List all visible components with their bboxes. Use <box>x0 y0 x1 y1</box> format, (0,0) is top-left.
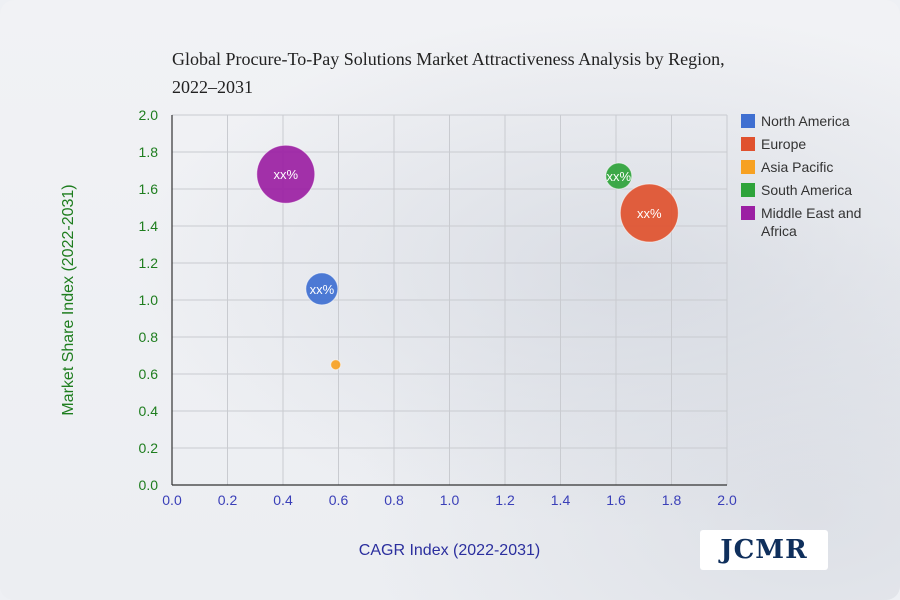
legend-item[interactable]: Asia Pacific <box>741 158 891 176</box>
bubble-label: xx% <box>637 206 662 221</box>
legend-swatch <box>741 114 755 128</box>
y-tick-label: 0.8 <box>139 329 159 345</box>
x-tick-label: 0.0 <box>162 492 182 508</box>
bubble-circle[interactable] <box>256 144 316 204</box>
x-tick-label: 1.0 <box>440 492 460 508</box>
grid-lines <box>171 114 728 486</box>
x-axis-title: CAGR Index (2022-2031) <box>358 542 541 559</box>
y-tick-label: 1.0 <box>139 292 159 308</box>
y-tick-labels: 0.0 0.2 0.4 0.6 0.8 1.0 1.2 1.4 1.6 1.8 2.0 <box>139 107 159 493</box>
x-tick-label: 1.8 <box>662 492 682 508</box>
y-tick-label: 0.6 <box>139 366 159 382</box>
x-tick-label: 1.4 <box>551 492 571 508</box>
bubbles: xx% xx% xx% xx% <box>256 144 679 371</box>
x-tick-label: 1.6 <box>606 492 626 508</box>
x-tick-label: 2.0 <box>717 492 737 508</box>
y-tick-label: 0.4 <box>139 403 159 419</box>
jcmr-logo: JCMR <box>700 530 828 570</box>
bubble-label: xx% <box>310 282 335 297</box>
chart-title: Global Procure-To-Pay Solutions Market A… <box>172 49 725 97</box>
legend-swatch <box>741 183 755 197</box>
y-tick-label: 0.2 <box>139 440 159 456</box>
y-tick-label: 0.0 <box>139 477 159 493</box>
legend-label: South America <box>761 182 853 198</box>
x-tick-label: 0.8 <box>384 492 404 508</box>
bubble-circle[interactable] <box>619 183 679 243</box>
legend-swatch <box>741 160 755 174</box>
bubble-label: xx% <box>606 169 631 184</box>
legend-label: Europe <box>761 136 807 152</box>
bubble-label: xx% <box>273 167 298 182</box>
y-axis-title: Market Share Index (2022-2031) <box>60 184 77 416</box>
x-tick-label: 1.2 <box>495 492 515 508</box>
x-tick-label: 0.2 <box>218 492 238 508</box>
y-tick-label: 1.8 <box>139 144 159 160</box>
y-tick-label: 1.6 <box>139 181 159 197</box>
legend-label: Asia Pacific <box>761 159 834 175</box>
bubble-circle[interactable] <box>330 359 342 371</box>
legend-item[interactable]: North America <box>741 112 891 130</box>
bubble-circle[interactable] <box>605 162 633 190</box>
y-tick-label: 2.0 <box>139 107 159 123</box>
y-tick-label: 1.2 <box>139 255 159 271</box>
bubble-circle[interactable] <box>305 272 339 306</box>
legend-swatch <box>741 137 755 151</box>
legend-label: North America <box>761 113 850 129</box>
x-tick-label: 0.6 <box>329 492 349 508</box>
legend: North America Europe Asia Pacific South Ame… <box>741 112 891 245</box>
axes <box>171 115 727 486</box>
legend-item[interactable]: Middle East and Africa <box>741 204 891 240</box>
bubble-south-america[interactable]: xx% <box>605 162 633 190</box>
bubble-north-america[interactable]: xx% <box>305 272 339 306</box>
y-tick-label: 1.4 <box>139 218 159 234</box>
legend-swatch <box>741 206 755 220</box>
bubble-asia-pacific[interactable] <box>330 359 342 371</box>
legend-label: Middle East and Africa <box>761 205 862 239</box>
x-tick-label: 0.4 <box>273 492 293 508</box>
legend-item[interactable]: Europe <box>741 135 891 153</box>
x-tick-labels: 0.0 0.2 0.4 0.6 0.8 1.0 1.2 1.4 1.6 1.8 2.0 <box>162 492 737 508</box>
bubble-middle-east-and-africa[interactable]: xx% <box>256 144 316 204</box>
bubble-europe[interactable]: xx% <box>619 183 679 243</box>
legend-item[interactable]: South America <box>741 181 891 199</box>
